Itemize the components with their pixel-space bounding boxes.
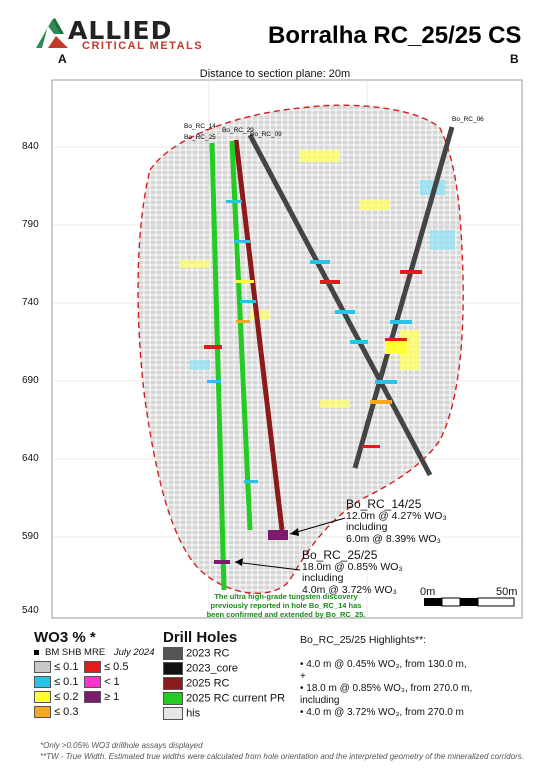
drill-hole-rc09 [247,133,433,477]
wo3-legend-model: BM SHB MRE July 2024 [34,647,155,658]
callout-rc25-line3: 4.0m @ 3.72% WO₃ [302,583,397,596]
y-tick-label: 590 [22,531,39,542]
wo3-legend-item: ≤ 0.2 [34,691,78,704]
distance-label: Distance to section plane: 20m [199,68,351,80]
hole-label: Bo_RC_29 [222,127,254,134]
assay-intercepts [204,200,422,564]
hole-label: Bo_RC_14 [184,123,216,130]
callout-arrow-rc14 [289,517,346,535]
hole-label: Bo_RC_25 [184,134,216,141]
callout-rc25-name: Bo_RC_25/25 [302,548,378,562]
callout-rc14: Bo_RC_14/25 12.0m @ 4.27% WO₃ including … [346,497,447,545]
holes-legend-item: 2023_core [163,662,238,675]
y-tick-label: 790 [22,219,39,230]
callout-rc25: Bo_RC_25/25 18.0m @ 0.85% WO₃ including … [302,548,403,596]
wo3-legend-title: WO3 % * [34,629,96,646]
page-title: Borralha RC_25/25 CS [268,22,522,49]
scale-left-label: 0m [420,586,436,598]
discovery-note-line: been confirmed and extended by Bo_RC_25. [206,610,366,619]
discovery-note: The ultra high-grade tungsten discovery … [206,592,366,619]
wo3-legend-item: ≤ 0.5 [84,661,128,674]
holes-legend-item: his [163,707,200,720]
model-date: July 2024 [113,647,155,658]
callout-rc14-name: Bo_RC_14/25 [346,497,422,511]
hole-label: Bo_RC_06 [452,116,484,123]
wo3-legend-item: ≥ 1 [84,691,119,704]
wo3-legend-item: ≤ 0.1 [34,676,78,689]
callout-rc14-line3: 6.0m @ 8.39% WO₃ [346,532,441,545]
hole-label: Bo_RC_09 [250,131,282,138]
footnote: **TW - True Width. Estimated true widths… [40,752,524,761]
highlights-line: including [300,695,340,706]
logo-subtitle: CRITICAL METALS [82,40,204,52]
y-tick-label: 840 [22,141,39,152]
callout-rc14-line1: 12.0m @ 4.27% WO₃ [346,509,447,522]
scale-right-label: 50m [496,586,518,598]
highlights-title: Bo_RC_25/25 Highlights**: [300,634,427,646]
highlights-line: + [300,671,306,682]
logo-wordmark: ALLIED [68,16,173,45]
cross-section-diagram: Bo_RC_14 Bo_RC_25 Bo_RC_29 Bo_RC_09 Bo_R… [51,79,523,619]
y-tick-label: 540 [22,605,39,616]
highlights-line: • 4.0 m @ 0.45% WO₃, from 130.0 m, [300,659,467,670]
highlights-line: • 18.0 m @ 0.85% WO₃, from 270.0 m, [300,683,473,694]
holes-legend-item: 2025 RC [163,677,229,690]
drill-hole-rc06 [352,126,455,469]
section-frame [51,79,523,619]
wo3-legend-item: ≤ 0.1 [34,661,78,674]
callout-rc25-line1: 18.0m @ 0.85% WO₃ [302,560,403,573]
section-end-a: A [58,52,67,66]
wo3-legend-item: ≤ 0.3 [34,706,78,719]
y-tick-label: 740 [22,297,39,308]
holes-legend-item: 2025 RC current PR [163,692,285,705]
allied-logo-icon [36,18,68,48]
model-label: BM SHB MRE [45,647,106,658]
drill-hole-rc29 [233,139,285,531]
wo3-legend-item: < 1 [84,676,120,689]
y-tick-label: 640 [22,453,39,464]
discovery-note-line: The ultra high-grade tungsten discovery [214,592,358,601]
holes-legend-item: 2023 RC [163,647,229,660]
drill-hole-rc25 [209,142,227,591]
section-end-b: B [510,52,519,66]
callout-rc25-line2: including [302,572,344,584]
footnote: *Only >0.05% WO3 drillhole assays displa… [40,741,203,750]
callout-arrow-rc25 [234,561,301,571]
drill-hole-rc14 [229,140,253,531]
highlights-line: • 4.0 m @ 3.72% WO₃, from 270.0 m [300,707,464,718]
callout-rc14-line2: including [346,521,388,533]
holes-legend-title: Drill Holes [163,629,238,646]
scale-bar [424,597,515,607]
y-tick-label: 690 [22,375,39,386]
discovery-note-line: previously reported in hole Bo_RC_14 has [210,601,362,610]
